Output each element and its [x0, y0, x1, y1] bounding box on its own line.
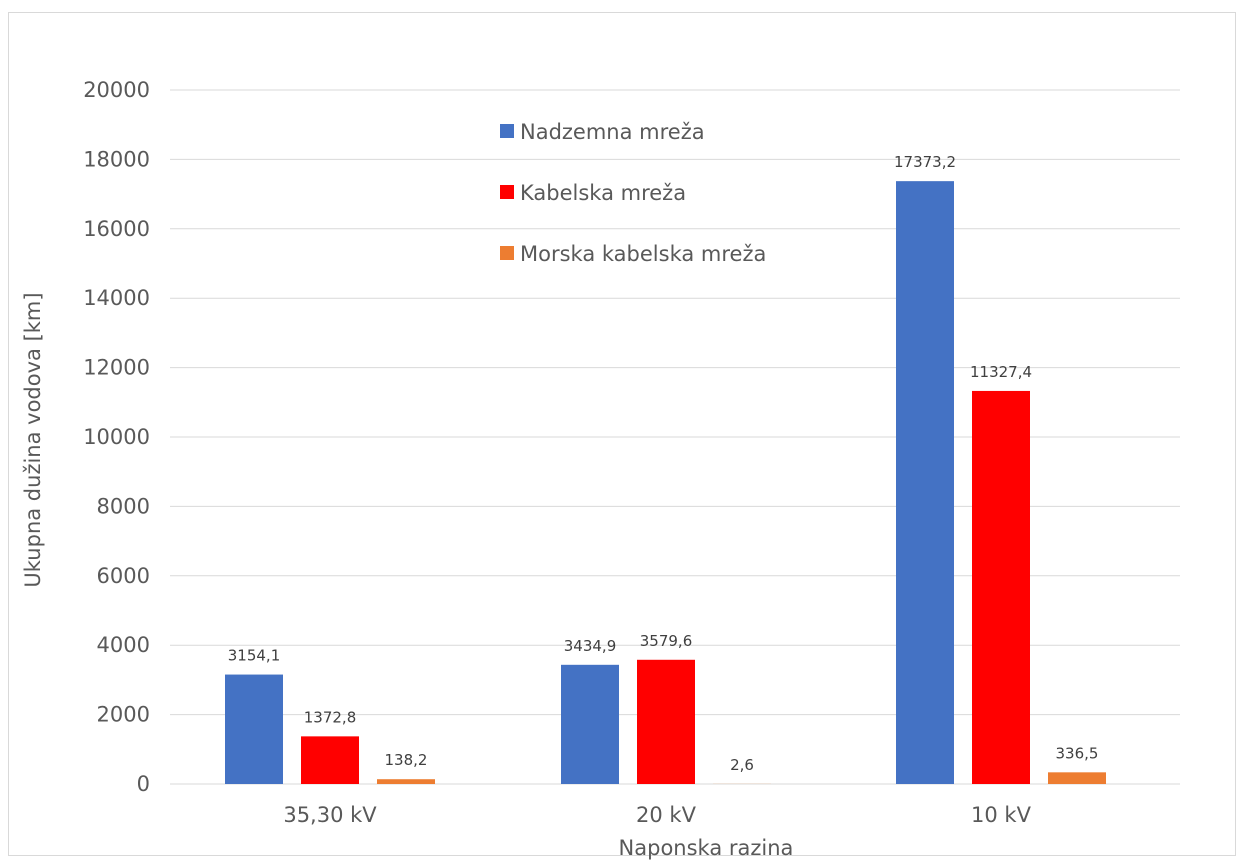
x-axis-title: Naponska razina [619, 836, 794, 860]
legend-swatch [500, 246, 514, 260]
data-labels: 3154,1 3434,9 17373,2 1372,8 3579,6 11327,4 13… [228, 153, 1099, 774]
x-axis-ticks: 35,30 kV 20 kV 10 kV [283, 803, 1031, 827]
bars [225, 181, 1106, 784]
legend-label: Morska kabelska mreža [520, 242, 766, 266]
y-tick-label: 16000 [83, 217, 150, 241]
bar [972, 390, 1030, 784]
data-label: 3434,9 [564, 637, 617, 655]
y-tick-label: 8000 [97, 494, 150, 518]
y-tick-label: 18000 [83, 147, 150, 171]
legend-label: Nadzemna mreža [520, 120, 705, 144]
data-label: 2,6 [730, 756, 754, 774]
data-label: 17373,2 [894, 153, 956, 171]
data-label: 336,5 [1056, 744, 1099, 762]
data-label: 1372,8 [304, 708, 357, 726]
legend-swatch [500, 185, 514, 199]
y-tick-label: 4000 [97, 633, 150, 657]
bar [637, 659, 695, 784]
data-label: 11327,4 [970, 363, 1032, 381]
legend: Nadzemna mreža Kabelska mreža Morska kabel… [500, 120, 766, 266]
x-tick-label: 20 kV [636, 803, 697, 827]
y-tick-label: 0 [137, 772, 150, 796]
bar [301, 736, 359, 784]
y-axis-title: Ukupna dužina vodova [km] [21, 292, 45, 587]
y-tick-label: 6000 [97, 564, 150, 588]
y-tick-label: 20000 [83, 78, 150, 102]
bar [377, 779, 435, 784]
y-tick-label: 14000 [83, 286, 150, 310]
legend-swatch [500, 124, 514, 138]
chart-frame [8, 12, 1236, 856]
x-tick-label: 10 kV [971, 803, 1032, 827]
bar [1048, 772, 1106, 784]
bar [225, 674, 283, 784]
data-label: 3154,1 [228, 647, 281, 665]
data-label: 3579,6 [640, 632, 693, 650]
legend-label: Kabelska mreža [520, 181, 686, 205]
data-label: 138,2 [385, 751, 428, 769]
y-tick-label: 10000 [83, 425, 150, 449]
x-tick-label: 35,30 kV [283, 803, 377, 827]
y-axis-ticks: 0 2000 4000 6000 8000 10000 12000 14000 16000 180… [83, 78, 150, 796]
y-tick-label: 12000 [83, 356, 150, 380]
bar [896, 181, 954, 784]
y-tick-label: 2000 [97, 703, 150, 727]
bar [561, 664, 619, 784]
